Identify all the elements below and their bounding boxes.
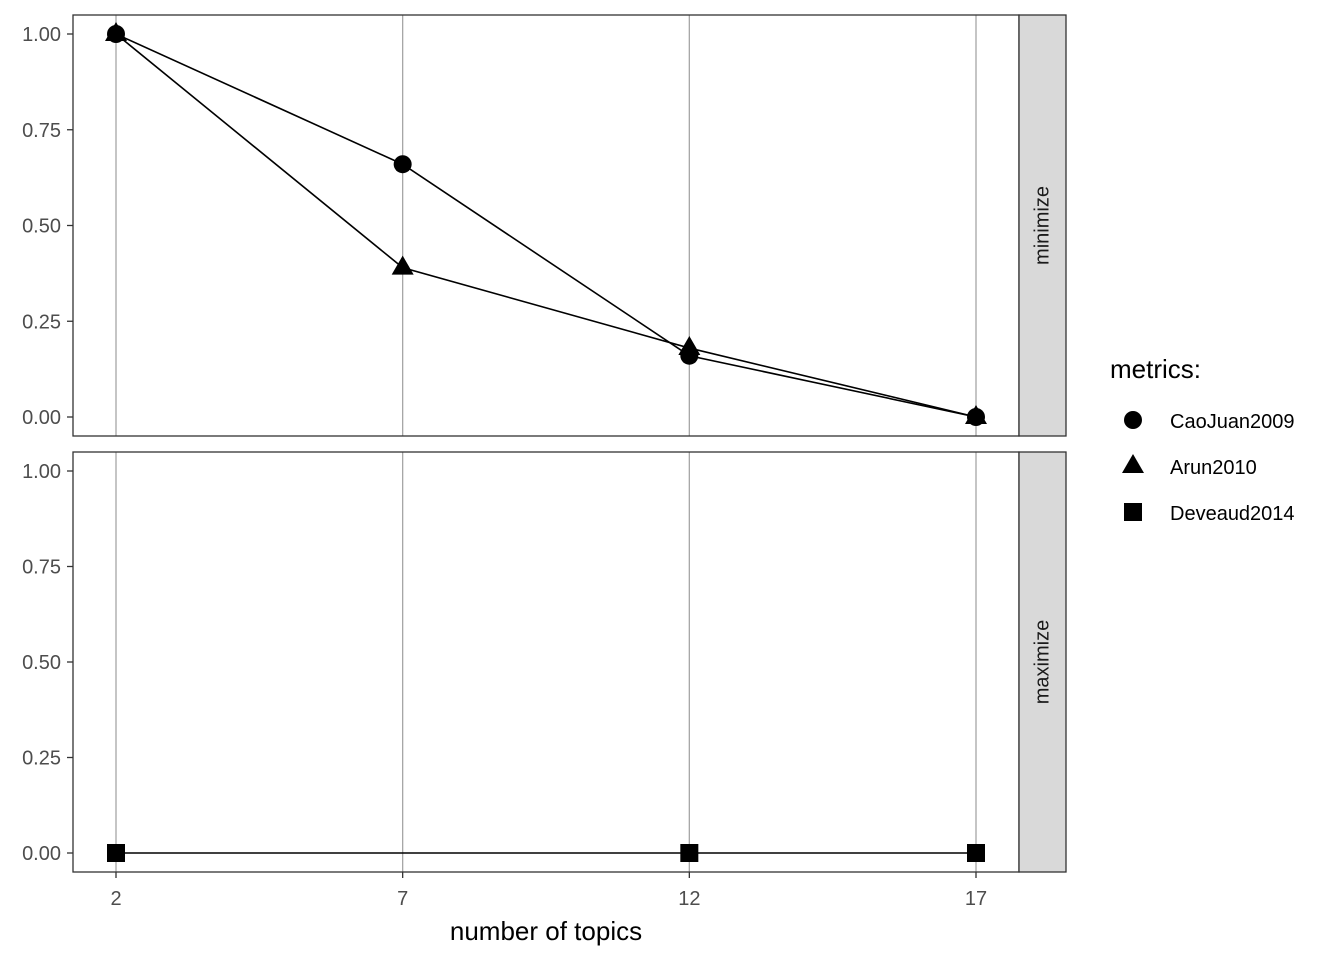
- x-tick-label: 2: [110, 888, 121, 910]
- data-point-Arun2010: [678, 336, 701, 356]
- panel-minimize: 0.00 0.25 0.50 0.75 1.00 minimize: [22, 14, 1067, 437]
- panel-border: [72, 451, 1020, 873]
- data-point-Arun2010: [965, 405, 987, 424]
- legend-label: Deveaud2014: [1170, 503, 1295, 525]
- data-point-Arun2010: [391, 255, 414, 275]
- x-tick-label: 12: [678, 888, 700, 910]
- y-tick-label: 1.00: [22, 24, 61, 46]
- data-point-Deveaud2014: [107, 844, 125, 862]
- legend: metrics: CaoJuan2009 Arun2010 Deveaud2014: [1110, 354, 1295, 525]
- facet-strip: [1018, 451, 1067, 873]
- y-tick-label: 0.25: [22, 748, 61, 770]
- legend-key-triangle: [1122, 454, 1144, 473]
- x-tick-label: 7: [397, 888, 408, 910]
- facet-strip-label: minimize: [1032, 186, 1054, 265]
- facet-strip: [1018, 14, 1067, 437]
- series-line-Arun2010: [115, 33, 977, 418]
- data-point-Deveaud2014: [967, 844, 985, 862]
- data-point-Deveaud2014: [680, 844, 699, 862]
- y-tick-label: 0.50: [22, 216, 61, 238]
- legend-key-square: [1124, 503, 1142, 521]
- legend-label: CaoJuan2009: [1170, 411, 1295, 433]
- y-tick-label: 0.25: [22, 311, 61, 333]
- x-axis-title: number of topics: [450, 916, 642, 946]
- data-point-Arun2010: [105, 22, 127, 41]
- y-tick-label: 0.75: [22, 120, 61, 142]
- y-tick-label: 0.00: [22, 407, 61, 429]
- y-tick-label: 0.50: [22, 652, 61, 674]
- legend-title: metrics:: [1110, 354, 1201, 384]
- data-point-CaoJuan2009: [393, 155, 412, 174]
- x-axis: 2 7 12 17: [110, 872, 987, 910]
- legend-key-circle: [1124, 411, 1142, 429]
- y-tick-label: 1.00: [22, 461, 61, 483]
- x-tick-label: 17: [965, 888, 987, 910]
- legend-label: Arun2010: [1170, 457, 1257, 479]
- chart-panels: 0.00 0.25 0.50 0.75 1.00 minimize 0.00 0.25 0.50…: [22, 14, 1067, 873]
- facet-strip-label: maximize: [1032, 620, 1054, 704]
- y-tick-label: 0.75: [22, 557, 61, 579]
- panel-maximize: 0.00 0.25 0.50 0.75 1.00 maximize: [22, 451, 1067, 873]
- y-tick-label: 0.00: [22, 843, 61, 865]
- series-line-CaoJuan2009: [115, 33, 977, 418]
